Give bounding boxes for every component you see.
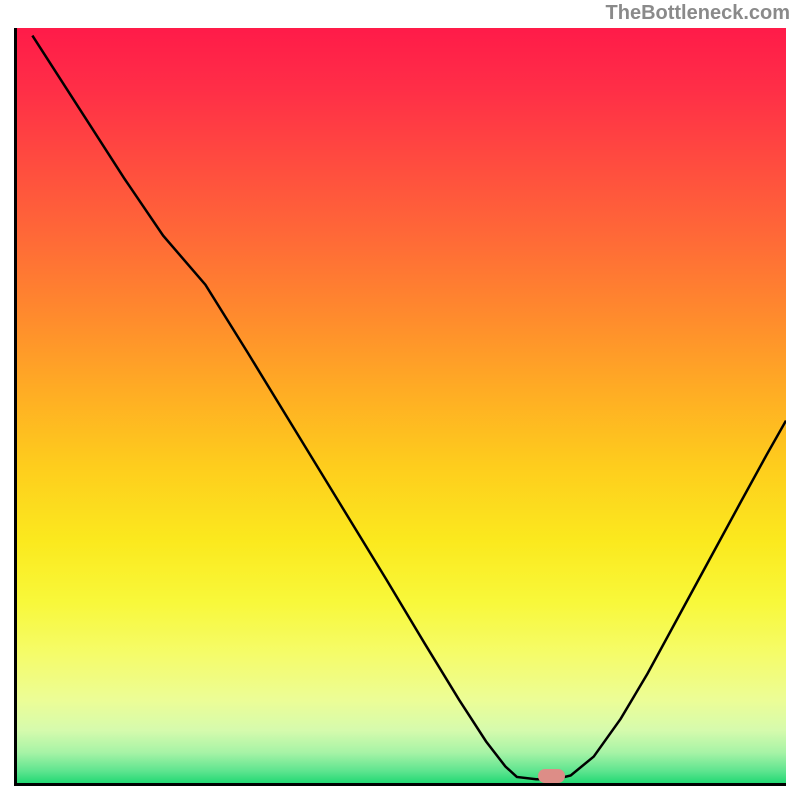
bottleneck-curve — [17, 28, 786, 783]
bottleneck-chart — [14, 28, 786, 786]
optimal-marker — [538, 769, 565, 783]
watermark-text: TheBottleneck.com — [606, 2, 790, 25]
